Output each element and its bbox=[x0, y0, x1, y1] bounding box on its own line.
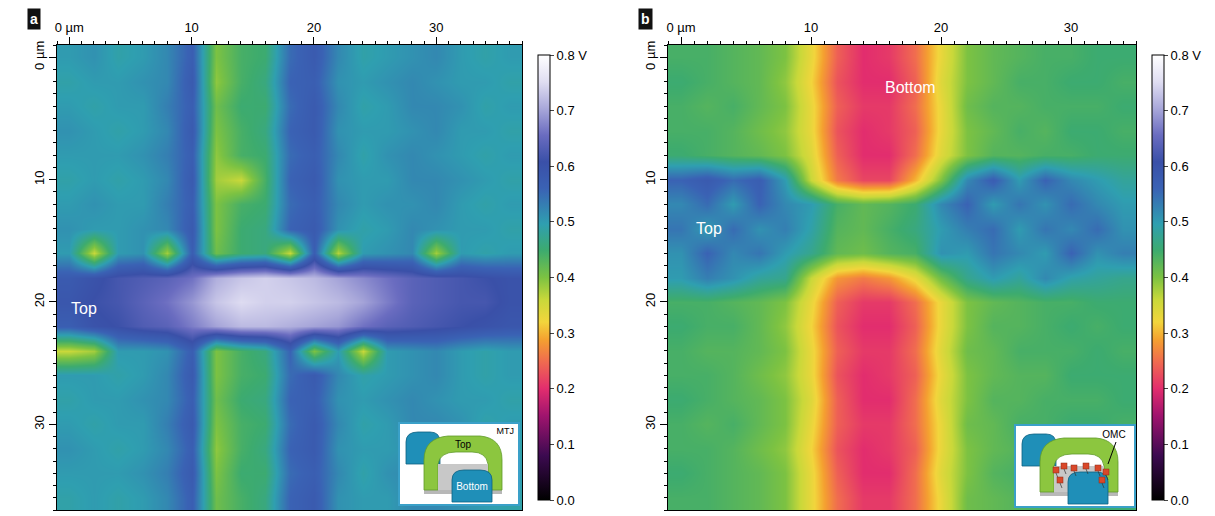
svg-text:OMC: OMC bbox=[1102, 429, 1125, 440]
svg-text:a: a bbox=[30, 11, 38, 27]
svg-text:0.7: 0.7 bbox=[557, 103, 575, 118]
svg-text:0.0: 0.0 bbox=[557, 493, 575, 508]
svg-text:0 µm: 0 µm bbox=[55, 20, 84, 35]
svg-text:Bottom: Bottom bbox=[885, 79, 936, 96]
svg-text:0.1: 0.1 bbox=[1171, 437, 1189, 452]
svg-text:10: 10 bbox=[184, 20, 198, 35]
svg-text:MTJ: MTJ bbox=[497, 426, 515, 436]
svg-text:0.4: 0.4 bbox=[1171, 270, 1189, 285]
svg-text:Top: Top bbox=[455, 439, 472, 450]
svg-text:0.5: 0.5 bbox=[557, 214, 575, 229]
svg-text:0 µm: 0 µm bbox=[643, 41, 658, 70]
svg-text:0.8 V: 0.8 V bbox=[1171, 48, 1202, 63]
svg-text:0.3: 0.3 bbox=[557, 326, 575, 341]
svg-text:20: 20 bbox=[32, 293, 47, 307]
svg-text:0.6: 0.6 bbox=[557, 159, 575, 174]
svg-text:0.7: 0.7 bbox=[1171, 103, 1189, 118]
svg-text:0.2: 0.2 bbox=[557, 381, 575, 396]
svg-text:30: 30 bbox=[429, 20, 443, 35]
svg-text:0.6: 0.6 bbox=[1171, 159, 1189, 174]
svg-text:0.5: 0.5 bbox=[1171, 214, 1189, 229]
svg-text:10: 10 bbox=[32, 170, 47, 184]
svg-text:0.0: 0.0 bbox=[1171, 493, 1189, 508]
svg-text:30: 30 bbox=[1064, 20, 1078, 35]
svg-text:Top: Top bbox=[696, 220, 722, 237]
svg-text:20: 20 bbox=[934, 20, 948, 35]
svg-text:30: 30 bbox=[32, 415, 47, 429]
svg-text:Top: Top bbox=[71, 300, 97, 317]
svg-text:0 µm: 0 µm bbox=[666, 20, 695, 35]
svg-text:20: 20 bbox=[643, 293, 658, 307]
svg-text:30: 30 bbox=[643, 415, 658, 429]
svg-text:0.4: 0.4 bbox=[557, 270, 575, 285]
svg-text:10: 10 bbox=[643, 170, 658, 184]
svg-text:0.1: 0.1 bbox=[557, 437, 575, 452]
svg-text:0.8 V: 0.8 V bbox=[557, 48, 588, 63]
svg-text:Bottom: Bottom bbox=[456, 481, 488, 492]
svg-text:b: b bbox=[641, 11, 650, 27]
svg-text:0.3: 0.3 bbox=[1171, 326, 1189, 341]
svg-text:0 µm: 0 µm bbox=[32, 41, 47, 70]
svg-text:0.2: 0.2 bbox=[1171, 381, 1189, 396]
svg-text:20: 20 bbox=[307, 20, 321, 35]
svg-text:10: 10 bbox=[804, 20, 818, 35]
